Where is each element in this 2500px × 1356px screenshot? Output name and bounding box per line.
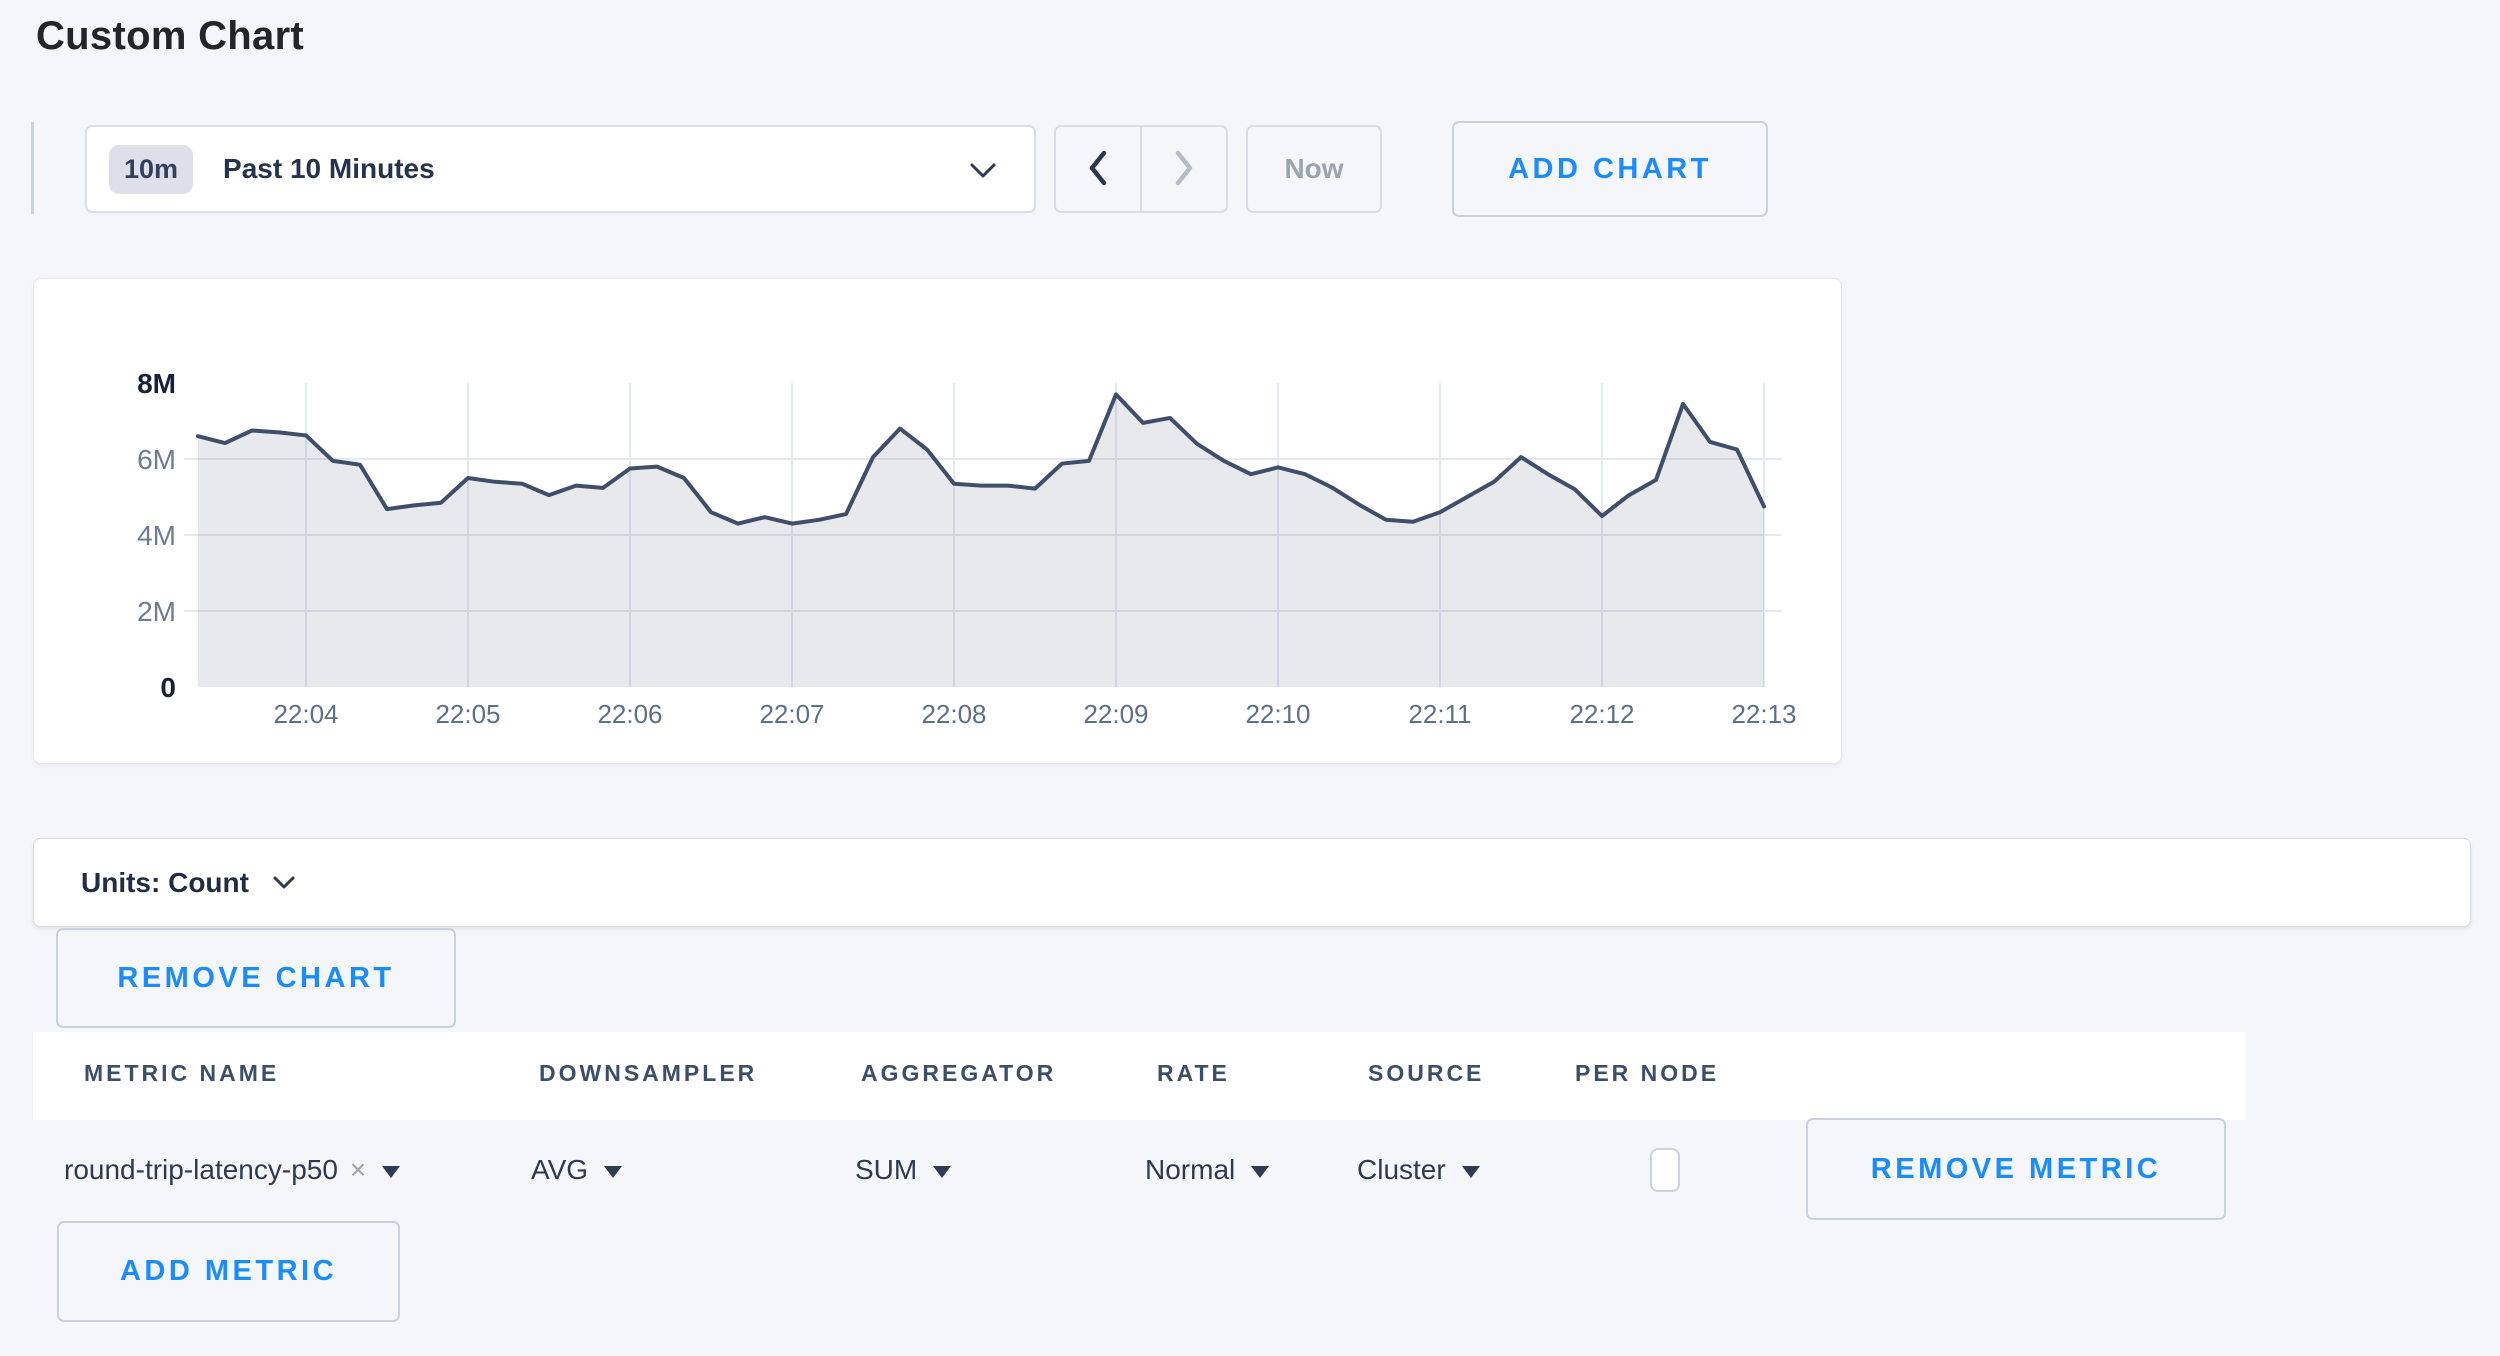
caret-down-icon xyxy=(382,1166,401,1178)
header-source: SOURCE xyxy=(1368,1060,1485,1086)
metric-name-value: round-trip-latency-p50 xyxy=(64,1154,338,1185)
clear-metric-icon[interactable]: × xyxy=(349,1154,367,1185)
rate-value: Normal xyxy=(1145,1154,1236,1185)
svg-text:22:07: 22:07 xyxy=(759,699,824,729)
svg-text:22:04: 22:04 xyxy=(273,699,338,729)
svg-text:6M: 6M xyxy=(137,444,176,475)
svg-text:4M: 4M xyxy=(137,520,176,551)
add-metric-button[interactable]: ADD METRIC xyxy=(57,1221,400,1322)
aggregator-value: SUM xyxy=(855,1154,918,1185)
chevron-down-icon xyxy=(273,876,295,895)
header-aggregator: AGGREGATOR xyxy=(861,1060,1057,1086)
svg-text:2M: 2M xyxy=(137,596,176,627)
header-downsampler: DOWNSAMPLER xyxy=(539,1060,758,1086)
svg-text:22:05: 22:05 xyxy=(435,699,500,729)
source-select[interactable]: Cluster xyxy=(1357,1146,1480,1194)
chevron-right-icon xyxy=(1173,150,1195,189)
svg-text:22:10: 22:10 xyxy=(1245,699,1310,729)
rate-select[interactable]: Normal xyxy=(1145,1146,1270,1194)
aggregator-select[interactable]: SUM xyxy=(855,1146,952,1194)
caret-down-icon xyxy=(1251,1166,1270,1178)
metric-area-chart[interactable]: 8M 6M 4M 2M 0 22:04 22:05 22:06 22:07 22:08 22:09 2… xyxy=(34,279,1841,763)
source-value: Cluster xyxy=(1357,1154,1446,1185)
chart-card: 8M 6M 4M 2M 0 22:04 22:05 22:06 22:07 22:08 22:09 2… xyxy=(33,278,1842,764)
time-nav-group xyxy=(1054,125,1228,213)
svg-text:22:06: 22:06 xyxy=(597,699,662,729)
header-per-node: PER NODE xyxy=(1575,1060,1720,1086)
svg-text:22:13: 22:13 xyxy=(1731,699,1796,729)
downsampler-select[interactable]: AVG xyxy=(531,1146,623,1194)
remove-chart-button[interactable]: REMOVE CHART xyxy=(56,928,456,1028)
per-node-checkbox[interactable] xyxy=(1650,1148,1680,1192)
downsampler-value: AVG xyxy=(531,1154,589,1185)
header-metric-name: METRIC NAME xyxy=(84,1060,280,1086)
svg-text:22:12: 22:12 xyxy=(1569,699,1634,729)
caret-down-icon xyxy=(1461,1166,1480,1178)
svg-text:0: 0 xyxy=(160,672,176,703)
chevron-left-icon xyxy=(1087,150,1109,189)
time-scale-badge: 10m xyxy=(109,144,194,194)
add-chart-button[interactable]: ADD CHART xyxy=(1452,121,1768,217)
svg-text:8M: 8M xyxy=(137,368,176,399)
remove-metric-button[interactable]: REMOVE METRIC xyxy=(1806,1118,2226,1220)
units-dropdown[interactable]: Units: Count xyxy=(33,838,2471,927)
metric-name-select[interactable]: round-trip-latency-p50 × xyxy=(64,1146,401,1194)
next-time-button[interactable] xyxy=(1140,127,1226,211)
caret-down-icon xyxy=(604,1166,623,1178)
svg-text:22:09: 22:09 xyxy=(1083,699,1148,729)
caret-down-icon xyxy=(933,1166,952,1178)
time-range-dropdown[interactable]: 10m Past 10 Minutes xyxy=(85,125,1036,213)
prev-time-button[interactable] xyxy=(1056,127,1140,211)
chevron-down-icon xyxy=(970,163,996,184)
page-title: Custom Chart xyxy=(36,14,305,58)
time-range-label: Past 10 Minutes xyxy=(223,153,435,184)
units-label: Units: Count xyxy=(81,866,249,898)
toolbar-left-divider xyxy=(31,122,34,214)
svg-text:22:08: 22:08 xyxy=(921,699,986,729)
metrics-table-header: METRIC NAME DOWNSAMPLER AGGREGATOR RATE … xyxy=(33,1032,2245,1120)
now-button[interactable]: Now xyxy=(1246,125,1382,213)
svg-text:22:11: 22:11 xyxy=(1408,699,1471,729)
header-rate: RATE xyxy=(1157,1060,1230,1086)
